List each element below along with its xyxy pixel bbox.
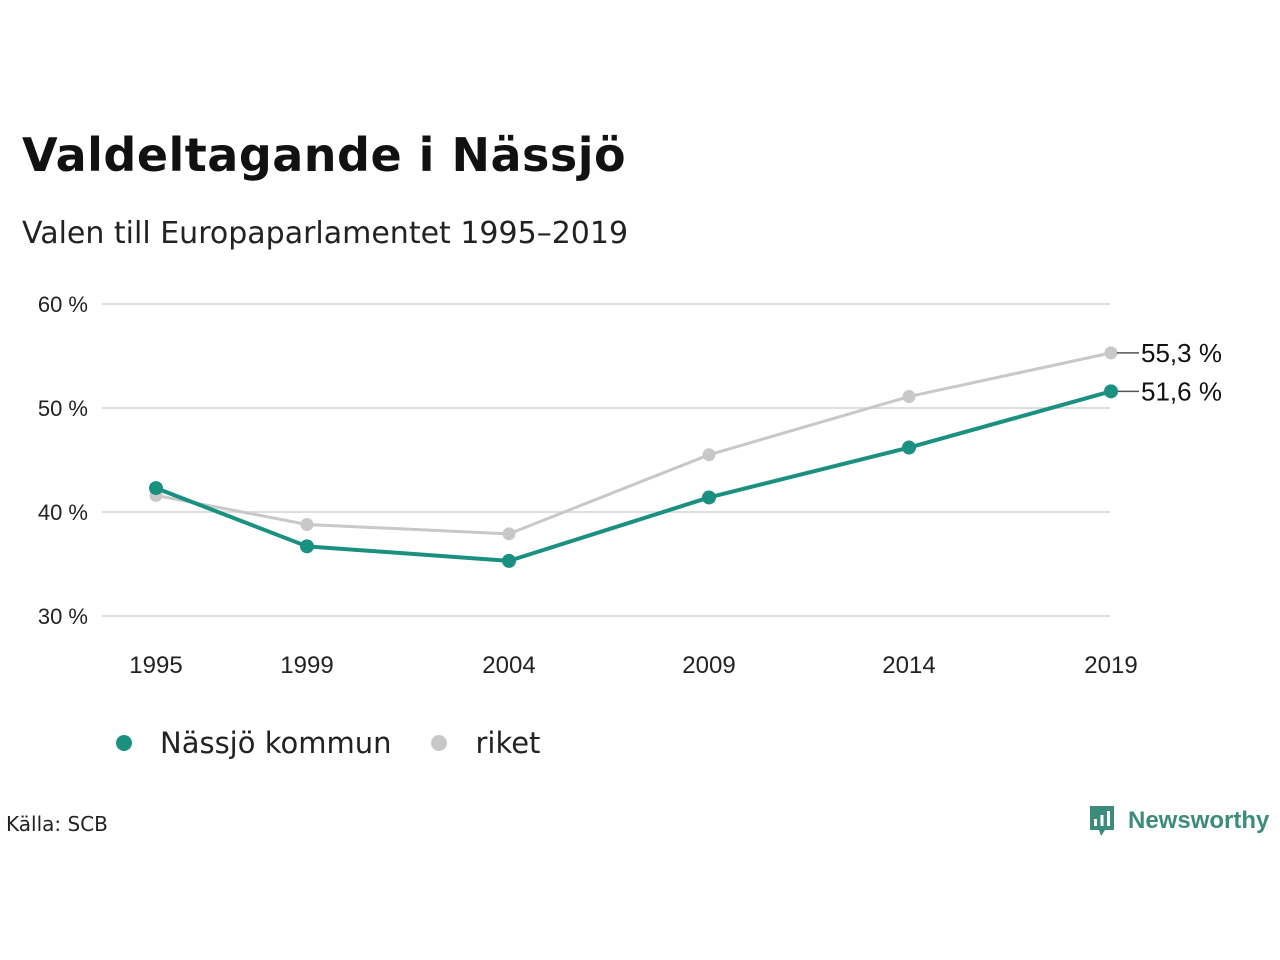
legend-swatch-nassjo xyxy=(116,735,132,751)
data-point-nassjo xyxy=(702,490,716,505)
data-point-nassjo xyxy=(902,440,916,455)
y-tick-label: 60 % xyxy=(38,292,88,317)
x-tick-label: 2009 xyxy=(682,652,735,679)
data-point-riket xyxy=(902,390,916,404)
source-note: Källa: SCB xyxy=(6,812,108,836)
end-label-riket: 55,3 % xyxy=(1141,338,1222,368)
data-point-nassjo xyxy=(1104,384,1118,399)
y-tick-label: 30 % xyxy=(38,604,88,629)
y-tick-label: 40 % xyxy=(38,500,88,525)
legend-label-nassjo: Nässjö kommun xyxy=(160,726,392,760)
legend-item-riket: riket xyxy=(431,726,540,760)
brand-name: Newsworthy xyxy=(1128,807,1270,834)
newsworthy-logo-icon xyxy=(1090,806,1114,836)
data-point-riket xyxy=(300,517,314,531)
data-point-nassjo xyxy=(149,481,163,496)
series-line-riket xyxy=(155,351,1112,536)
legend-item-nassjo: Nässjö kommun xyxy=(116,726,391,760)
series-lines xyxy=(155,351,1112,563)
x-tick-label: 2019 xyxy=(1084,652,1137,679)
series-line-nassjo xyxy=(155,389,1112,563)
series-points xyxy=(149,346,1118,568)
x-tick-label: 2004 xyxy=(482,652,535,679)
end-label-nassjo: 51,6 % xyxy=(1141,376,1222,406)
legend: Nässjö kommun riket xyxy=(116,726,580,760)
y-tick-label: 50 % xyxy=(38,396,88,421)
legend-label-riket: riket xyxy=(475,726,541,760)
chart-subtitle: Valen till Europaparlamentet 1995–2019 xyxy=(22,216,629,251)
legend-swatch-riket xyxy=(431,735,448,751)
x-tick-label: 1999 xyxy=(280,652,333,679)
x-axis-ticks: 1995 1999 2004 2009 2014 2019 xyxy=(129,652,1137,679)
end-labels: 55,3 % 51,6 % xyxy=(1117,338,1222,406)
data-point-nassjo xyxy=(502,553,516,568)
data-point-riket xyxy=(702,448,716,462)
data-point-riket xyxy=(502,527,516,541)
chart-title: Valdeltagande i Nässjö xyxy=(22,128,627,182)
brand-logo: Newsworthy xyxy=(1088,804,1269,838)
data-point-riket xyxy=(1104,346,1118,360)
y-axis-ticks: 30 % 40 % 50 % 60 % xyxy=(38,292,88,629)
x-tick-label: 2014 xyxy=(882,652,935,679)
gridlines xyxy=(102,303,1110,617)
x-tick-label: 1995 xyxy=(129,652,182,679)
data-point-nassjo xyxy=(300,539,314,554)
